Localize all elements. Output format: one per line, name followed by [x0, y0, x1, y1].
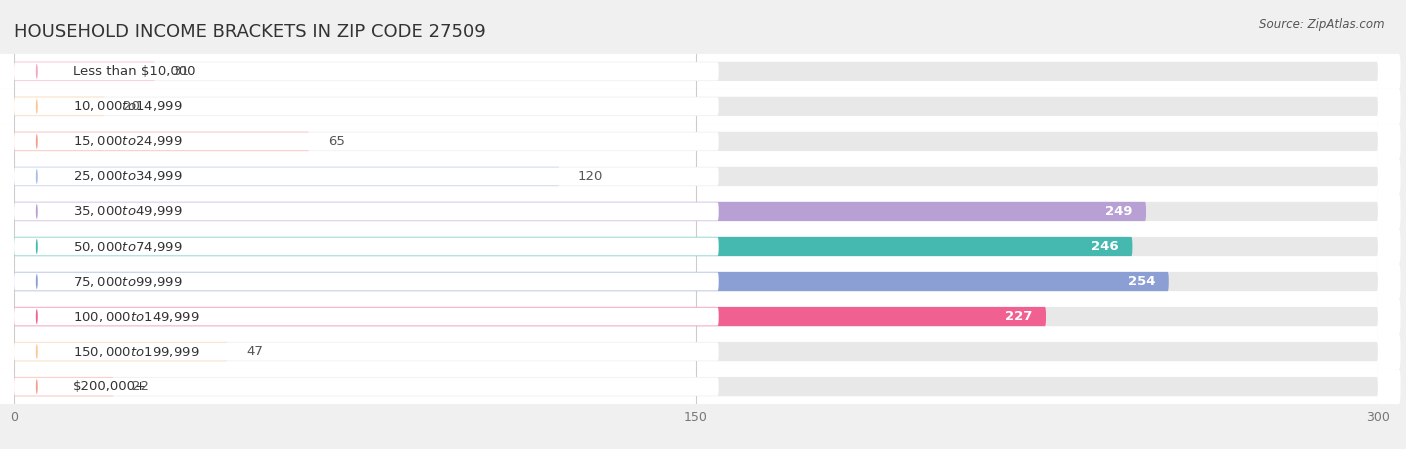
FancyBboxPatch shape [14, 238, 718, 255]
Text: HOUSEHOLD INCOME BRACKETS IN ZIP CODE 27509: HOUSEHOLD INCOME BRACKETS IN ZIP CODE 27… [14, 23, 486, 41]
FancyBboxPatch shape [0, 54, 1400, 89]
FancyBboxPatch shape [14, 167, 1378, 186]
Text: 249: 249 [1105, 205, 1132, 218]
Text: 246: 246 [1091, 240, 1119, 253]
Circle shape [35, 274, 38, 289]
Text: $75,000 to $99,999: $75,000 to $99,999 [73, 274, 183, 289]
FancyBboxPatch shape [0, 369, 1400, 404]
Text: Less than $10,000: Less than $10,000 [73, 65, 195, 78]
FancyBboxPatch shape [14, 272, 1378, 291]
FancyBboxPatch shape [14, 62, 1378, 81]
Text: $35,000 to $49,999: $35,000 to $49,999 [73, 204, 183, 219]
FancyBboxPatch shape [0, 334, 1400, 369]
Text: 31: 31 [173, 65, 190, 78]
Text: $10,000 to $14,999: $10,000 to $14,999 [73, 99, 183, 114]
FancyBboxPatch shape [0, 124, 1400, 159]
Circle shape [35, 64, 38, 79]
FancyBboxPatch shape [14, 377, 1378, 396]
FancyBboxPatch shape [14, 308, 718, 326]
FancyBboxPatch shape [14, 307, 1046, 326]
FancyBboxPatch shape [14, 97, 1378, 116]
Text: 65: 65 [328, 135, 344, 148]
Text: 47: 47 [246, 345, 263, 358]
Circle shape [35, 379, 38, 394]
FancyBboxPatch shape [14, 272, 1168, 291]
Text: 20: 20 [124, 100, 141, 113]
Circle shape [35, 134, 38, 149]
FancyBboxPatch shape [14, 237, 1378, 256]
Text: Source: ZipAtlas.com: Source: ZipAtlas.com [1260, 18, 1385, 31]
Circle shape [35, 239, 38, 254]
Circle shape [35, 204, 38, 219]
Circle shape [35, 309, 38, 324]
FancyBboxPatch shape [14, 97, 105, 116]
FancyBboxPatch shape [14, 343, 718, 361]
Text: $100,000 to $149,999: $100,000 to $149,999 [73, 309, 200, 324]
Text: 120: 120 [578, 170, 603, 183]
Circle shape [35, 169, 38, 184]
FancyBboxPatch shape [14, 97, 718, 115]
FancyBboxPatch shape [14, 378, 718, 396]
FancyBboxPatch shape [0, 89, 1400, 124]
FancyBboxPatch shape [14, 377, 114, 396]
FancyBboxPatch shape [14, 273, 718, 291]
FancyBboxPatch shape [14, 202, 1146, 221]
FancyBboxPatch shape [14, 202, 718, 220]
FancyBboxPatch shape [0, 264, 1400, 299]
FancyBboxPatch shape [0, 159, 1400, 194]
Circle shape [35, 99, 38, 114]
FancyBboxPatch shape [0, 229, 1400, 264]
FancyBboxPatch shape [14, 307, 1378, 326]
FancyBboxPatch shape [14, 167, 718, 185]
FancyBboxPatch shape [14, 132, 718, 150]
Text: 227: 227 [1005, 310, 1032, 323]
Circle shape [35, 344, 38, 359]
FancyBboxPatch shape [14, 237, 1132, 256]
FancyBboxPatch shape [14, 62, 155, 81]
Text: 254: 254 [1128, 275, 1156, 288]
FancyBboxPatch shape [14, 132, 309, 151]
Text: $25,000 to $34,999: $25,000 to $34,999 [73, 169, 183, 184]
Text: $150,000 to $199,999: $150,000 to $199,999 [73, 344, 200, 359]
FancyBboxPatch shape [14, 132, 1378, 151]
FancyBboxPatch shape [14, 342, 1378, 361]
Text: $50,000 to $74,999: $50,000 to $74,999 [73, 239, 183, 254]
FancyBboxPatch shape [0, 299, 1400, 334]
Text: $15,000 to $24,999: $15,000 to $24,999 [73, 134, 183, 149]
Text: $200,000+: $200,000+ [73, 380, 148, 393]
FancyBboxPatch shape [14, 342, 228, 361]
FancyBboxPatch shape [14, 167, 560, 186]
FancyBboxPatch shape [14, 202, 1378, 221]
FancyBboxPatch shape [0, 194, 1400, 229]
FancyBboxPatch shape [14, 62, 718, 80]
Text: 22: 22 [132, 380, 149, 393]
